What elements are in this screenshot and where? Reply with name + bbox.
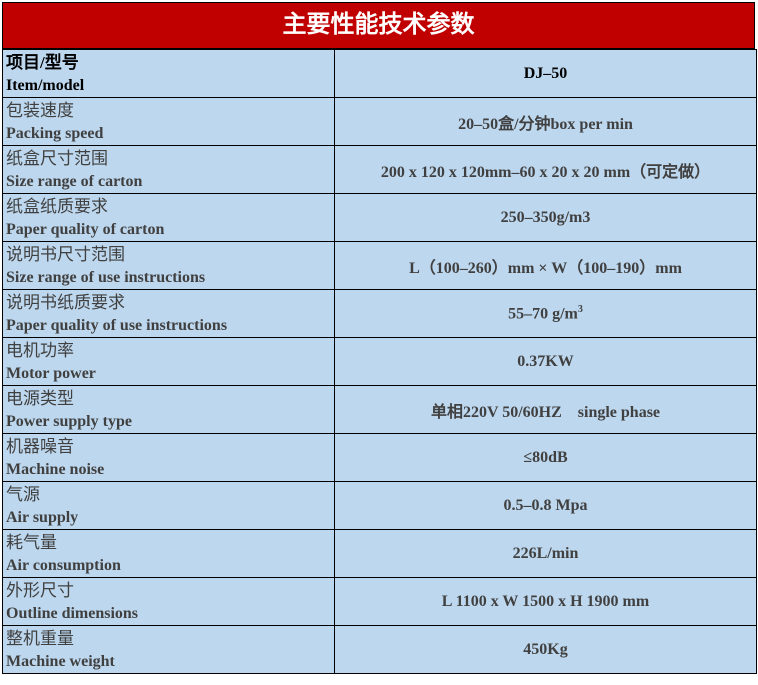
row-value-cell: 226L/min xyxy=(334,529,757,578)
row-label-cn: 包装速度 xyxy=(6,100,74,120)
table-row: 说明书尺寸范围 Size range of use instructions L… xyxy=(2,241,757,290)
row-label-cn: 纸盒纸质要求 xyxy=(6,196,108,216)
row-label-cn: 整机重量 xyxy=(6,628,74,648)
row-label-en: Paper quality of carton xyxy=(6,220,165,238)
row-value-cell: 55–70 g/m3 xyxy=(334,289,757,338)
row-value-cell: 250–350g/m3 xyxy=(334,193,757,242)
row-label-en: Size range of use instructions xyxy=(6,268,206,286)
row-label-cn: 耗气量 xyxy=(6,532,57,552)
row-value: 0.5–0.8 Mpa xyxy=(503,496,588,514)
row-label-en: Air consumption xyxy=(6,556,121,574)
row-value-cell: 450Kg xyxy=(334,625,757,674)
row-label-cell: 外形尺寸 Outline dimensions xyxy=(2,577,335,626)
row-label-cell: 纸盒尺寸范围 Size range of carton xyxy=(2,145,335,194)
header-label-cn: 项目/型号 xyxy=(6,52,79,72)
row-value: 226L/min xyxy=(512,544,579,562)
table-row: 耗气量 Air consumption 226L/min xyxy=(2,529,757,578)
row-value: ≤80dB xyxy=(523,448,568,466)
row-value-cell: 0.5–0.8 Mpa xyxy=(334,481,757,530)
row-label-en: Power supply type xyxy=(6,412,132,430)
row-label-cell: 耗气量 Air consumption xyxy=(2,529,335,578)
row-value: 250–350g/m3 xyxy=(500,208,591,226)
table-row: 外形尺寸 Outline dimensions L 1100 x W 1500 … xyxy=(2,577,757,626)
row-value: 55–70 g/m xyxy=(508,305,578,323)
row-label-en: Air supply xyxy=(6,508,79,526)
row-label-cell: 整机重量 Machine weight xyxy=(2,625,335,674)
table-row: 纸盒尺寸范围 Size range of carton 200 x 120 x … xyxy=(2,145,757,194)
table-row: 整机重量 Machine weight 450Kg xyxy=(2,625,757,674)
row-label-cell: 电机功率 Motor power xyxy=(2,337,335,386)
row-label-cell: 说明书纸质要求 Paper quality of use instruction… xyxy=(2,289,335,338)
row-label-en: Motor power xyxy=(6,364,96,382)
table-row: 机器噪音 Machine noise ≤80dB xyxy=(2,433,757,482)
table-row: 纸盒纸质要求 Paper quality of carton 250–350g/… xyxy=(2,193,757,242)
row-label-cn: 电源类型 xyxy=(6,388,74,408)
row-value-cell: L 1100 x W 1500 x H 1900 mm xyxy=(334,577,757,626)
row-value: 200 x 120 x 120mm–60 x 20 x 20 mm（可定做） xyxy=(380,163,711,181)
row-label-cell: 机器噪音 Machine noise xyxy=(2,433,335,482)
table-row: 电机功率 Motor power 0.37KW xyxy=(2,337,757,386)
row-value: L 1100 x W 1500 x H 1900 mm xyxy=(441,592,650,610)
table-title: 主要性能技术参数 xyxy=(2,2,755,49)
header-label-en: Item/model xyxy=(6,76,85,94)
row-label-cn: 纸盒尺寸范围 xyxy=(6,148,108,168)
row-value-cell: 0.37KW xyxy=(334,337,757,386)
spec-table-container: 主要性能技术参数 项目/型号 Item/model DJ–50 包装速度 Pac… xyxy=(2,2,757,674)
row-value-cell: L（100–260）mm × W（100–190）mm xyxy=(334,241,757,290)
row-value-cell: 单相220V 50/60HZ single phase xyxy=(334,385,757,434)
row-value: 20–50盒/分钟box per min xyxy=(458,115,633,133)
row-label-cn: 机器噪音 xyxy=(6,436,74,456)
row-value-cell: 200 x 120 x 120mm–60 x 20 x 20 mm（可定做） xyxy=(334,145,757,194)
header-row: 项目/型号 Item/model DJ–50 xyxy=(2,49,757,98)
table-row: 说明书纸质要求 Paper quality of use instruction… xyxy=(2,289,757,338)
row-label-cell: 电源类型 Power supply type xyxy=(2,385,335,434)
row-label-cell: 包装速度 Packing speed xyxy=(2,97,335,146)
row-label-cell: 说明书尺寸范围 Size range of use instructions xyxy=(2,241,335,290)
row-label-en: Paper quality of use instructions xyxy=(6,316,228,334)
table-row: 包装速度 Packing speed 20–50盒/分钟box per min xyxy=(2,97,757,146)
table-row: 电源类型 Power supply type 单相220V 50/60HZ si… xyxy=(2,385,757,434)
row-label-en: Machine weight xyxy=(6,652,115,670)
row-label-cn: 气源 xyxy=(6,484,40,504)
table-row: 气源 Air supply 0.5–0.8 Mpa xyxy=(2,481,757,530)
row-value: L（100–260）mm × W（100–190）mm xyxy=(409,259,682,277)
row-label-cell: 气源 Air supply xyxy=(2,481,335,530)
row-label-cn: 电机功率 xyxy=(6,340,74,360)
header-label-cell: 项目/型号 Item/model xyxy=(2,49,335,98)
row-label-en: Machine noise xyxy=(6,460,105,478)
row-label-en: Size range of carton xyxy=(6,172,143,190)
model-value: DJ–50 xyxy=(334,49,757,98)
row-value: 0.37KW xyxy=(517,352,574,370)
row-value: 单相220V 50/60HZ single phase xyxy=(430,403,661,421)
row-label-cn: 说明书纸质要求 xyxy=(6,292,125,312)
row-value-superscript: 3 xyxy=(577,303,583,315)
spec-table: 项目/型号 Item/model DJ–50 包装速度 Packing spee… xyxy=(2,49,757,674)
row-label-cn: 外形尺寸 xyxy=(6,580,74,600)
row-label-cell: 纸盒纸质要求 Paper quality of carton xyxy=(2,193,335,242)
row-value-cell: ≤80dB xyxy=(334,433,757,482)
row-label-en: Outline dimensions xyxy=(6,604,139,622)
row-value-cell: 20–50盒/分钟box per min xyxy=(334,97,757,146)
row-value: 450Kg xyxy=(523,640,568,658)
row-label-en: Packing speed xyxy=(6,124,104,142)
row-label-cn: 说明书尺寸范围 xyxy=(6,244,125,264)
